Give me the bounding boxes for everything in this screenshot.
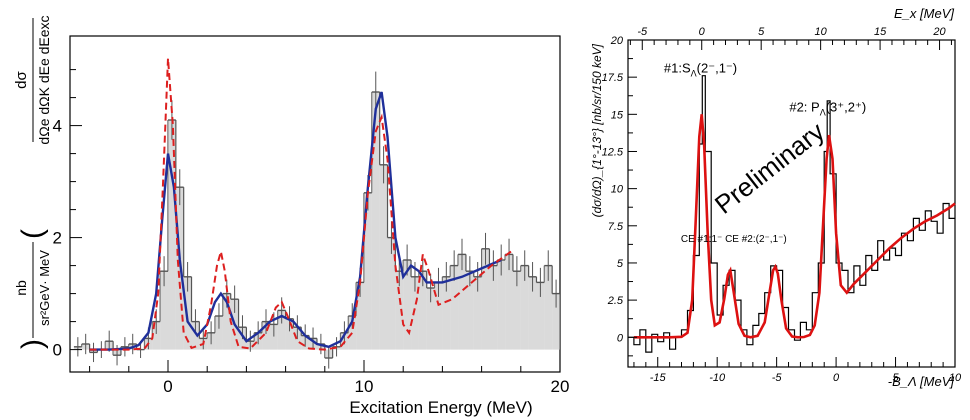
- left-hist-bin-fill: [426, 288, 435, 350]
- right-y-tick-label: 5: [617, 258, 624, 270]
- left-hist-bin-fill: [512, 271, 521, 350]
- left-hist-bin-fill: [277, 310, 286, 350]
- annotation-main: CE #1:1⁻ CE #2:(2⁻,1⁻): [681, 234, 787, 245]
- right-histogram-line: [628, 75, 955, 353]
- right-x-tick-label: 10: [949, 372, 962, 384]
- left-hist-bin-fill: [160, 271, 168, 350]
- right-x-tick-label: -15: [650, 372, 667, 384]
- right-fit-curves: [633, 114, 956, 339]
- left-hist-bin-fill: [418, 271, 427, 350]
- annotation-sub: Λ: [820, 107, 826, 117]
- left-hist-bin-fill: [481, 248, 490, 350]
- left-hist-bin-fill: [348, 316, 357, 350]
- right-fit-line: [633, 114, 956, 339]
- left-hist-bin-fill: [552, 293, 560, 350]
- annotation-main: #1:S: [664, 61, 691, 76]
- left-hist-bin-fill: [262, 321, 270, 350]
- right-top-x-tick-label: 5: [758, 26, 765, 38]
- left-hist-bin-fill: [442, 276, 451, 350]
- left-y-axis-label: dσ dΩe dΩK dEe dEexc ( nb sr²GeV· MeV ): [13, 15, 52, 349]
- right-annotations: #1:SΛ(2⁻,1⁻)#2: PΛ(3⁺,2⁺)CE #1:1⁻ CE #2:…: [664, 61, 866, 245]
- left-hist-bin-fill: [403, 260, 412, 350]
- left-x-tick-label: 20: [551, 377, 570, 396]
- left-hist-bin-fill: [411, 276, 419, 350]
- left-hist-bin-fill: [536, 282, 545, 350]
- right-histogram-layer: [628, 75, 955, 353]
- left-hist-bin-fill: [489, 265, 498, 350]
- right-axis-ticks: -15 -10 -5 0 5 10 -5 0 5 10 15 20 0 2.5 5 7.5 10 12.5 15 17…: [602, 26, 962, 384]
- right-chart-panel: -15 -10 -5 0 5 10 -5 0 5 10 15 20 0 2.5 5 7.5 10 12.5 15 17…: [590, 6, 962, 389]
- left-hist-bin-fill: [505, 254, 513, 350]
- right-y-tick-label: 0: [617, 332, 624, 344]
- right-top-x-tick-label: 20: [932, 26, 946, 38]
- right-plot-frame: [627, 39, 956, 368]
- left-hist-bin-fill: [371, 92, 380, 350]
- right-top-axis-label: E_x [MeV]: [894, 6, 954, 21]
- left-y-tick-label: 2: [53, 229, 62, 248]
- left-hist-bin-fill: [222, 293, 231, 350]
- right-annotation: #2: PΛ(3⁺,2⁺): [789, 99, 866, 117]
- left-ylabel-paren-open: (: [16, 229, 49, 239]
- right-y-tick-label: 20: [610, 35, 624, 47]
- left-hist-bin-fill: [152, 321, 161, 350]
- right-x-tick-label: -5: [772, 372, 783, 384]
- left-hist-bin-fill: [191, 321, 200, 350]
- left-hist-bin-fill: [473, 276, 482, 350]
- left-ylabel-paren-close: ): [16, 339, 49, 349]
- left-hist-bin-fill: [450, 265, 459, 350]
- annotation-tail: (2⁻,1⁻): [697, 61, 737, 76]
- annotation-main: #2: P: [789, 99, 819, 114]
- left-axis-ticks: 0 10 20 0 2 4: [53, 69, 570, 396]
- left-fit-curves: [89, 58, 512, 351]
- left-x-tick-label: 10: [355, 377, 374, 396]
- right-y-tick-label: 15: [611, 109, 624, 121]
- left-hist-bin-fill: [387, 237, 396, 350]
- left-hist-bin-fill: [528, 276, 537, 350]
- right-top-x-tick-label: 10: [815, 26, 828, 38]
- left-ylabel-unit-numerator: nb: [13, 280, 29, 296]
- right-top-x-tick-label: 0: [699, 26, 706, 38]
- left-hist-bin-fill: [356, 282, 364, 350]
- left-ylabel-unit-denominator: sr²GeV· MeV: [37, 250, 52, 326]
- left-chart-panel: 0 10 20 0 2 4 Excitation Energy (MeV) dσ dΩe …: [13, 15, 569, 417]
- right-x-axis-label: -B_Λ [MeV]: [888, 374, 955, 389]
- right-y-tick-label: 7.5: [608, 221, 624, 233]
- left-hist-bin-fill: [434, 282, 443, 350]
- right-y-tick-label: 10: [611, 184, 624, 196]
- right-top-x-tick-label: -5: [637, 26, 648, 38]
- left-hist-bin-fill: [215, 316, 223, 350]
- left-hist-bin-fill: [544, 265, 553, 350]
- left-y-tick-label: 0: [53, 341, 62, 360]
- right-x-tick-label: 0: [833, 372, 840, 384]
- left-hist-bin-fill: [465, 271, 474, 350]
- left-x-axis-label: Excitation Energy (MeV): [349, 398, 532, 417]
- left-hist-bin-fill: [269, 324, 278, 350]
- left-hist-bin-fill: [458, 254, 466, 350]
- annotation-tail: (3⁺,2⁺): [826, 99, 866, 114]
- right-y-tick-label: 12.5: [602, 146, 624, 158]
- left-hist-bin-fill: [379, 164, 388, 350]
- left-hist-bin-fill: [497, 260, 506, 350]
- left-hist-bin-fill: [520, 265, 529, 350]
- right-y-axis-label: (dσ/dΩ)_{1°-13°} [nb/sr/150 keV]: [590, 43, 604, 217]
- left-ylabel-numerator: dσ: [13, 70, 30, 88]
- left-x-tick-label: 0: [163, 377, 172, 396]
- annotation-sub: Λ: [691, 69, 697, 79]
- left-hist-bin-fill: [168, 120, 176, 350]
- right-y-tick-label: 17.5: [602, 72, 624, 84]
- right-y-tick-label: 2.5: [607, 295, 624, 307]
- right-annotation: #1:SΛ(2⁻,1⁻): [664, 61, 737, 79]
- right-x-tick-label: -10: [709, 372, 726, 384]
- left-hist-bin-fill: [395, 271, 404, 350]
- right-top-x-tick-label: 15: [874, 26, 887, 38]
- left-hist-bin-fill: [285, 318, 294, 350]
- left-y-tick-label: 4: [53, 117, 62, 136]
- left-hist-bin-fill: [364, 192, 372, 350]
- right-x-tick-label: 5: [892, 372, 899, 384]
- left-fit-solid-line: [89, 91, 502, 351]
- right-annotation: CE #1:1⁻ CE #2:(2⁻,1⁻): [681, 234, 787, 245]
- left-ylabel-denominator: dΩe dΩK dEe dEexc: [36, 15, 52, 144]
